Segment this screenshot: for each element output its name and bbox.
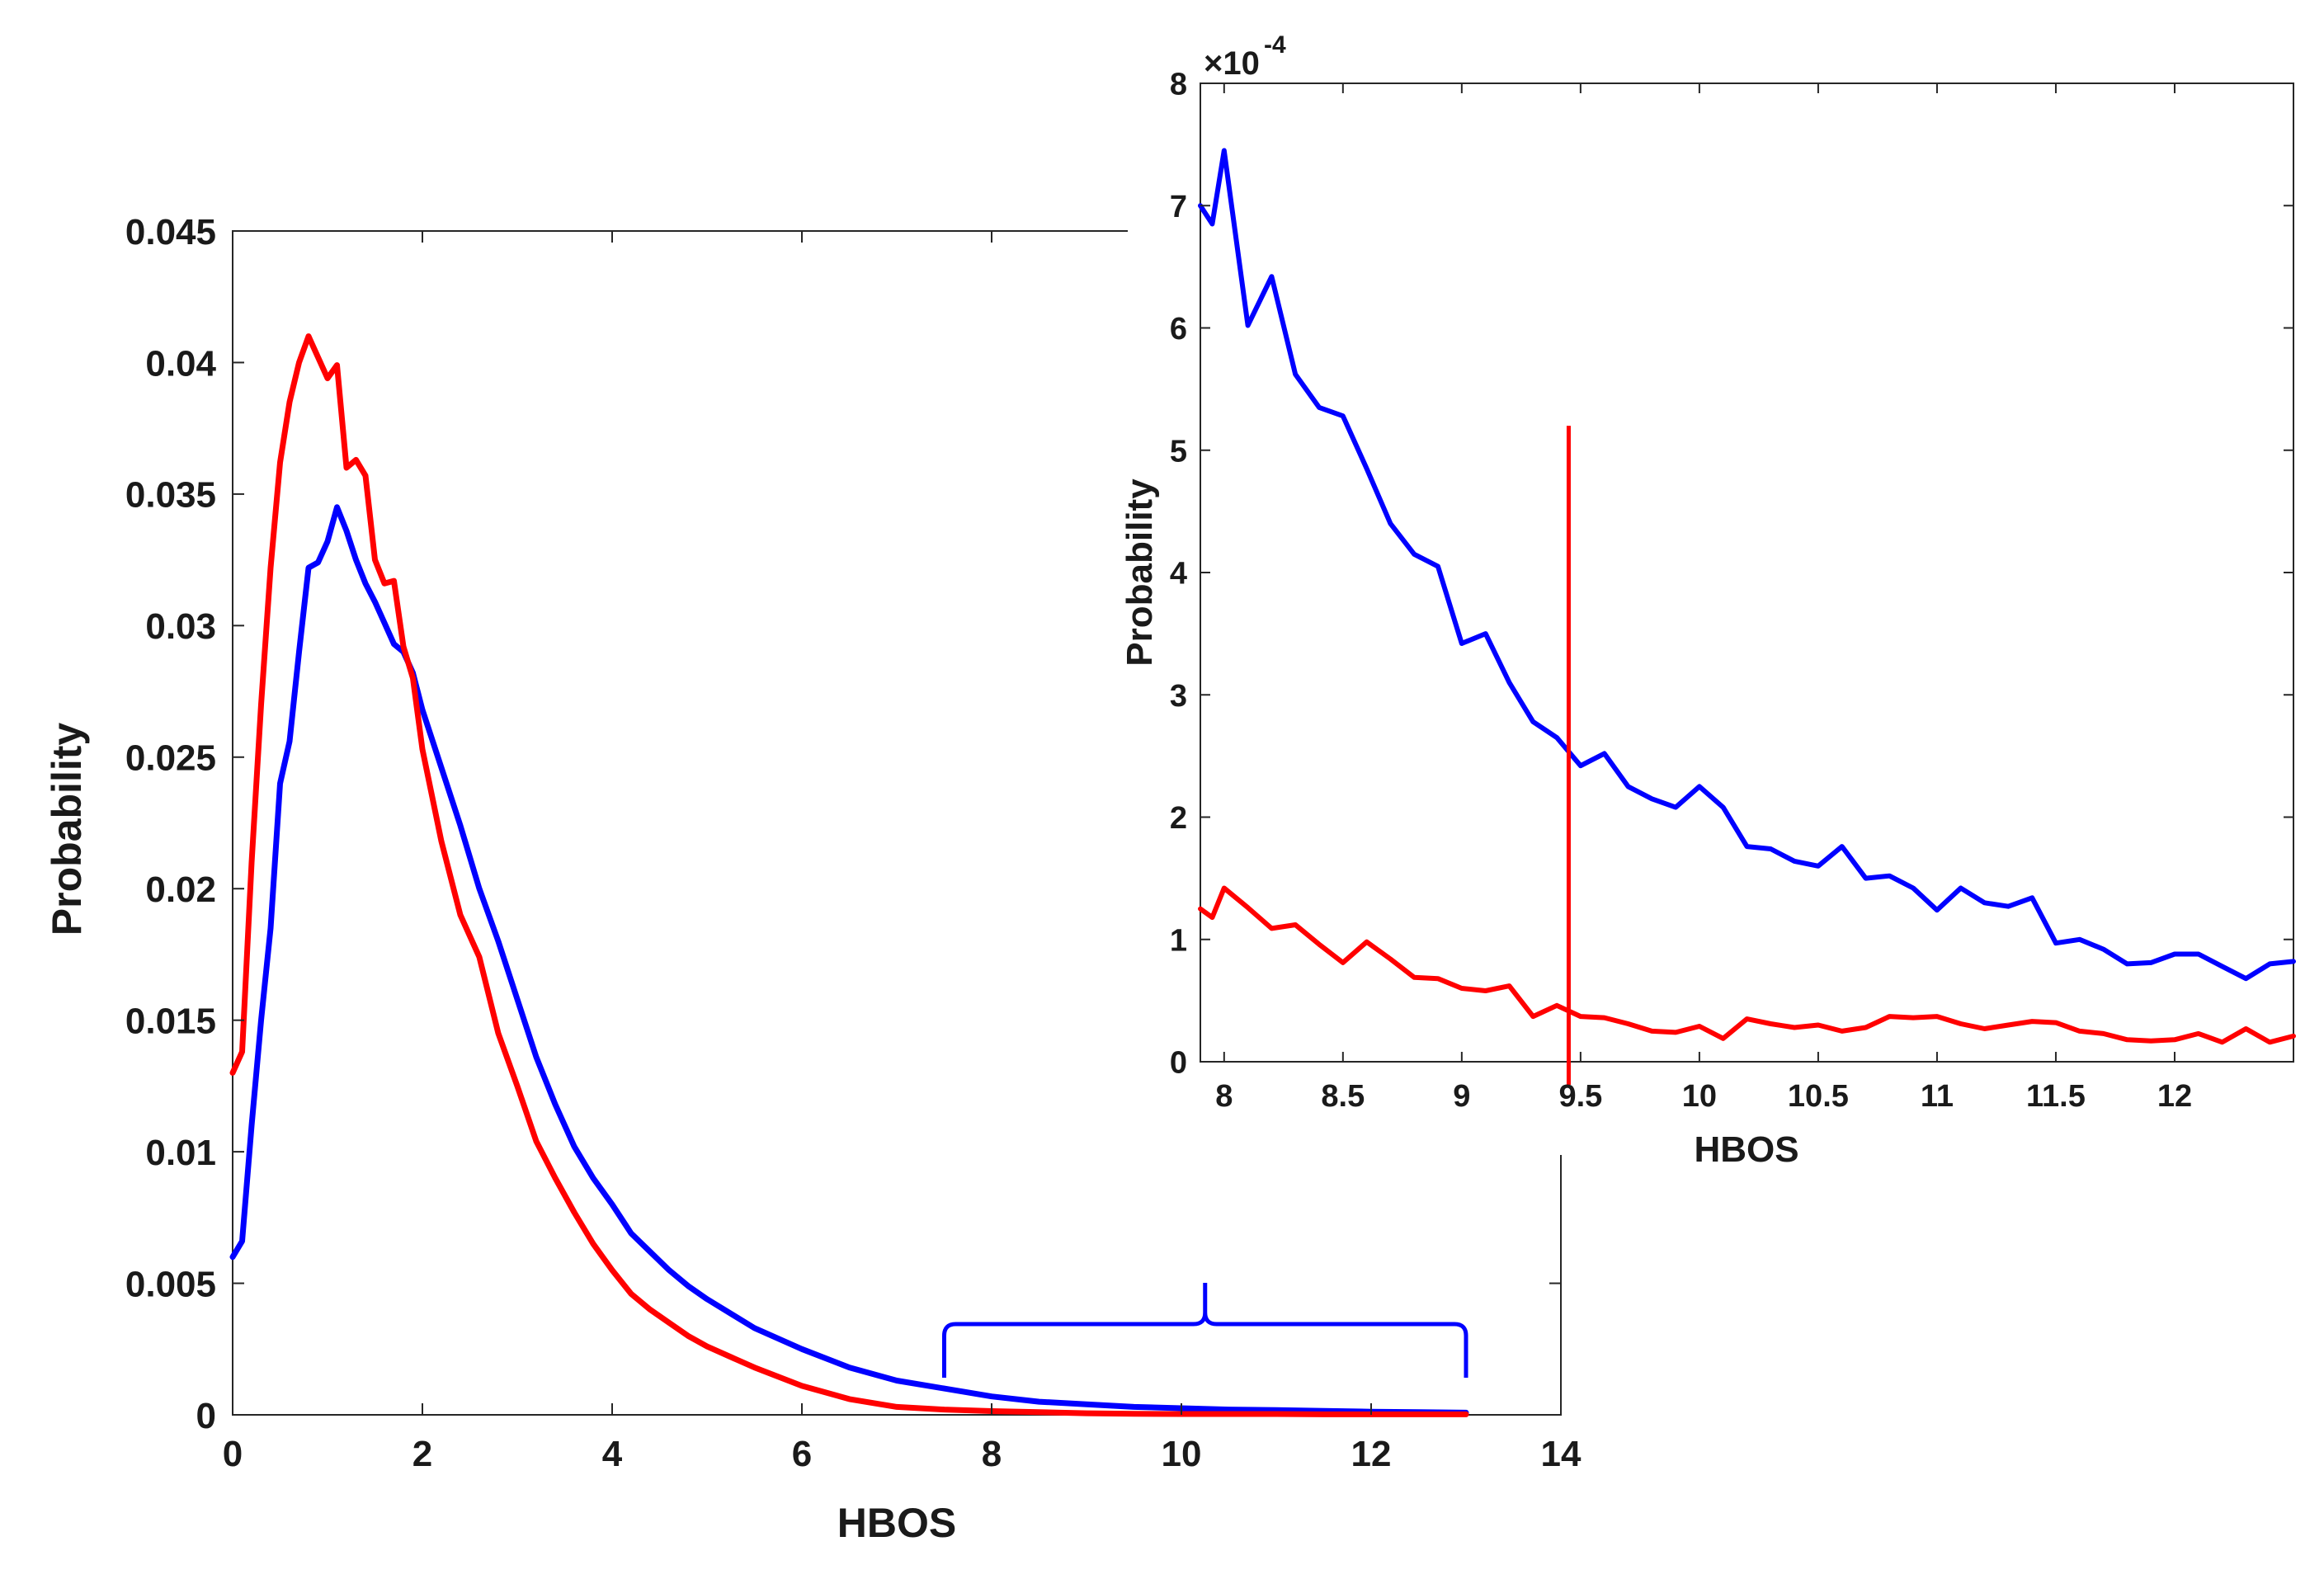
inset-y-tick-label: 1 [1170,923,1187,958]
main-y-tick-label: 0.01 [145,1133,216,1173]
inset-x-axis-label: HBOS [1694,1129,1798,1170]
inset-x-tick-label: 11.5 [2026,1079,2086,1114]
main-y-tick-label: 0.02 [145,870,216,910]
inset-x-tick-label: 12 [2157,1079,2192,1114]
inset-series-blue-line [1198,148,2296,982]
main-x-tick-label: 2 [412,1434,432,1474]
inset-y-tick-label: 4 [1170,557,1187,592]
inset-background [1128,49,2324,1155]
main-y-tick-label: 0.04 [145,343,216,384]
main-y-tick-label: 0.045 [125,212,216,252]
main-y-tick-label: 0 [196,1396,216,1436]
inset-x-tick-label: 10.5 [1788,1079,1849,1114]
main-chart: 0 2 4 6 8 10 12 14 00.0050.010.0150.020.0250.03… [44,212,1582,1546]
main-x-tick-label: 12 [1351,1434,1392,1474]
inset-y-axis-label: Probability [1120,478,1160,667]
inset-x-tick-label: 9.5 [1558,1079,1602,1114]
main-x-axis-label: HBOS [837,1500,956,1546]
inset-y-ticks: 0 1 2 3 4 5 6 7 8 [1170,68,2293,1081]
main-x-tick-label: 14 [1541,1434,1582,1474]
main-x-tick-label: 8 [982,1434,1002,1474]
inset-x-tick-label: 8.5 [1321,1079,1365,1114]
inset-series-group [1198,148,2296,1045]
main-y-axis-label: Probability [44,723,90,936]
main-y-tick-label: 0.005 [125,1264,216,1304]
inset-y-scale-exponent: -4 [1264,31,1286,59]
main-x-tick-label: 4 [602,1434,623,1474]
inset-y-tick-label: 0 [1170,1046,1187,1081]
main-x-tick-label: 10 [1162,1434,1202,1474]
main-brace-annotation [942,1283,1468,1378]
inset-x-ticks: 8 8.5 9 9.5 10 10.5 11 11.5 12 [1215,83,2192,1114]
inset-y-tick-label: 7 [1170,190,1187,224]
inset-x-tick-label: 10 [1682,1079,1717,1114]
inset-y-tick-label: 5 [1170,434,1187,469]
inset-y-tick-label: 3 [1170,679,1187,714]
inset-y-tick-label: 6 [1170,312,1187,346]
main-x-tick-label: 6 [792,1434,812,1474]
main-series-red-line [229,333,1469,1417]
main-x-ticks: 0 2 4 6 8 10 12 14 [223,231,1582,1474]
main-y-tick-label: 0.015 [125,1002,216,1042]
main-y-tick-label: 0.03 [145,606,216,647]
inset-x-tick-label: 9 [1453,1079,1470,1114]
main-y-tick-label: 0.025 [125,738,216,779]
inset-x-tick-label: 11 [1921,1079,1954,1114]
main-series-blue-line [229,504,1469,1416]
inset-y-tick-label: 8 [1170,68,1187,102]
inset-y-scale-multiplier: ×10 [1204,45,1260,82]
main-y-ticks: 0 0.005 0.01 0.015 0.02 0.025 0.03 0.035 0.04 0.0… [125,212,1561,1436]
inset-x-tick-label: 8 [1215,1079,1233,1114]
inset-series-red-line [1198,885,2296,1045]
inset-y-tick-label: 2 [1170,801,1187,836]
main-series-group [229,333,1469,1417]
zoom-region-brace [942,1283,1468,1378]
main-x-tick-label: 0 [223,1434,243,1474]
main-y-tick-label: 0.035 [125,475,216,516]
